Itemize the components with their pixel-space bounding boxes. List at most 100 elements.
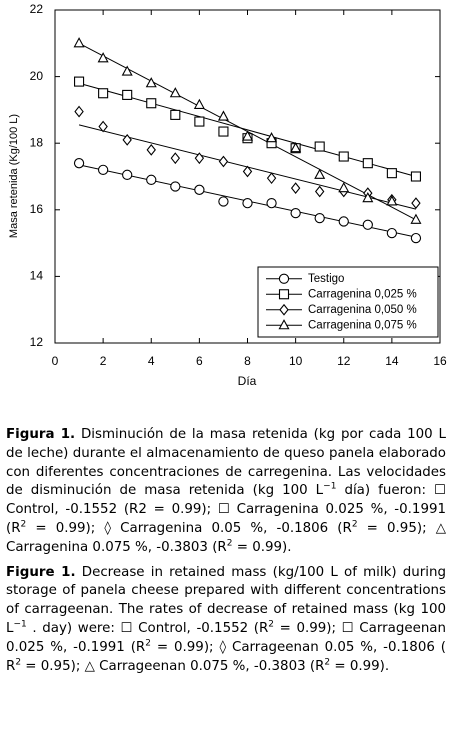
y-tick-label: 18 bbox=[30, 135, 44, 149]
data-point bbox=[98, 120, 108, 133]
data-point bbox=[73, 158, 85, 169]
trend-line bbox=[78, 82, 417, 177]
legend-marker bbox=[278, 289, 290, 300]
data-point bbox=[338, 151, 349, 162]
data-point bbox=[241, 130, 254, 141]
caption-text: día) fueron: ☐ Control, -0.1552 (R2 = 0.… bbox=[6, 483, 446, 536]
data-point bbox=[169, 87, 181, 98]
y-tick-label: 14 bbox=[30, 269, 44, 283]
data-point bbox=[74, 76, 85, 87]
x-tick-label: 16 bbox=[433, 354, 447, 368]
data-point bbox=[146, 143, 156, 156]
data-point bbox=[362, 191, 374, 203]
data-point bbox=[386, 227, 398, 239]
x-tick-label: 12 bbox=[337, 354, 351, 368]
data-point bbox=[122, 89, 133, 100]
x-tick-label: 8 bbox=[244, 354, 251, 368]
chart: Día Masa retenida (Kg/100 L) 12141618202… bbox=[8, 2, 447, 388]
data-point bbox=[217, 110, 229, 121]
caption-text: = 0.99). bbox=[330, 658, 390, 674]
superscript: 2 bbox=[268, 619, 275, 630]
data-point bbox=[411, 197, 421, 210]
data-point bbox=[97, 52, 109, 63]
data-point bbox=[290, 182, 301, 195]
data-point bbox=[193, 98, 205, 109]
caption-text: . day) were: ☐ Control, -0.1552 (R bbox=[26, 620, 269, 636]
x-tick-label: 10 bbox=[289, 354, 303, 368]
data-point bbox=[314, 185, 325, 198]
x-tick-label: 14 bbox=[385, 354, 399, 368]
data-point bbox=[98, 88, 109, 99]
data-point bbox=[266, 197, 277, 209]
legend-marker bbox=[278, 273, 290, 284]
legend-label: Carragenina 0,075 % bbox=[308, 319, 417, 331]
legend-label: Carragenina 0,050 % bbox=[308, 304, 417, 316]
data-point bbox=[242, 165, 253, 178]
x-tick-label: 4 bbox=[148, 354, 155, 368]
caption-text: = 0.95); △ Carragenina 0.075 %, -0.3803 … bbox=[6, 520, 446, 555]
caption-text: Decrease in retained mass (kg/100 L of m… bbox=[6, 564, 446, 636]
y-tick-label: 22 bbox=[30, 2, 44, 16]
data-point bbox=[338, 216, 349, 227]
data-point bbox=[73, 37, 85, 48]
superscript: 2 bbox=[324, 657, 331, 668]
data-point bbox=[194, 116, 205, 127]
caption-label: Figura 1. bbox=[6, 427, 76, 442]
x-axis-label: Día bbox=[238, 374, 257, 388]
data-point bbox=[314, 212, 325, 224]
data-point bbox=[122, 169, 133, 180]
data-point bbox=[266, 132, 278, 143]
data-point bbox=[314, 141, 325, 152]
y-axis-label: Masa retenida (Kg/100 L) bbox=[8, 114, 20, 238]
caption-en: Figure 1. Decrease in retained mass (kg/… bbox=[6, 564, 446, 677]
caption-label: Figure 1. bbox=[6, 564, 76, 580]
legend-label: Testigo bbox=[308, 273, 344, 285]
superscript: −1 bbox=[323, 481, 337, 492]
data-point bbox=[410, 213, 422, 224]
x-tick-label: 0 bbox=[52, 354, 59, 368]
data-point bbox=[146, 174, 157, 185]
data-point bbox=[362, 158, 373, 169]
data-point bbox=[242, 197, 253, 209]
caption-text: = 0.95); △ Carrageenan 0.075 %, -0.3803 … bbox=[21, 658, 325, 674]
data-point bbox=[170, 109, 181, 120]
caption-text: Disminución de la masa retenida (kg por … bbox=[6, 427, 446, 499]
caption-text: = 0.99). bbox=[232, 539, 292, 555]
y-tick-label: 16 bbox=[30, 202, 44, 216]
data-point bbox=[194, 184, 205, 195]
legend-label: Carragenina 0,025 % bbox=[308, 288, 417, 300]
data-point bbox=[386, 195, 398, 206]
superscript: 2 bbox=[145, 638, 151, 649]
data-point bbox=[97, 164, 109, 175]
data-point bbox=[170, 181, 181, 192]
superscript: 2 bbox=[351, 519, 358, 530]
data-point bbox=[145, 77, 157, 88]
data-point bbox=[290, 207, 301, 219]
superscript: −1 bbox=[13, 619, 27, 630]
caption-es: Figura 1. Disminución de la masa retenid… bbox=[6, 426, 446, 558]
data-point bbox=[266, 172, 277, 185]
x-tick-label: 6 bbox=[196, 354, 203, 368]
y-tick-label: 12 bbox=[30, 335, 44, 349]
data-point bbox=[218, 155, 229, 168]
caption: Figura 1. Disminución de la masa retenid… bbox=[6, 426, 446, 728]
data-point bbox=[314, 168, 326, 179]
data-point bbox=[338, 181, 350, 193]
data-point bbox=[170, 152, 181, 165]
data-point bbox=[410, 171, 421, 182]
x-tick-label: 2 bbox=[100, 354, 107, 368]
caption-text: = 0.99); ☐ Carrageenan 0.025 %, -0.1991 … bbox=[6, 620, 446, 655]
superscript: 2 bbox=[15, 657, 22, 668]
data-point bbox=[146, 98, 157, 109]
legend-marker bbox=[279, 303, 289, 316]
data-point bbox=[121, 65, 133, 76]
data-point bbox=[362, 219, 373, 230]
data-point bbox=[194, 152, 205, 165]
data-point bbox=[290, 142, 302, 153]
data-point bbox=[74, 105, 84, 118]
y-tick-label: 20 bbox=[30, 69, 44, 83]
data-point bbox=[410, 232, 422, 244]
data-point bbox=[122, 133, 132, 146]
legend-marker bbox=[278, 319, 290, 330]
